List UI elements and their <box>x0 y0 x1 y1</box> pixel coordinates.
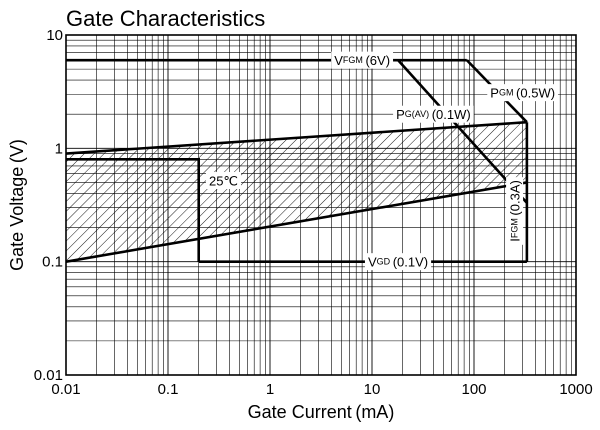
series-line-7 <box>66 158 201 262</box>
annotation-background <box>393 105 474 123</box>
annotations: VFGM (6V) PGM (0.5W) PG(AV) (0.1W) VGD (0.1… <box>205 51 559 271</box>
annotation-background <box>506 177 524 245</box>
x-tick-label: 0.1 <box>158 381 179 398</box>
series-group <box>66 58 529 263</box>
annotation-label: PG(AV) (0.1W) <box>396 107 471 122</box>
annotation-4: IFGM (0.3A) <box>506 177 524 245</box>
y-tick-label: 0.1 <box>42 254 63 271</box>
annotation-background <box>487 84 559 102</box>
annotation-background <box>331 51 394 69</box>
annotation-0: VFGM (6V) <box>331 51 394 69</box>
tick-labels: 0.01 0.1 1 10 100 1000 10 1 0.1 0.01 <box>34 27 593 398</box>
annotation-background <box>364 253 432 271</box>
y-axis-label: Gate Voltage (V) <box>7 139 27 271</box>
hatched-gate-trigger-region <box>66 122 527 262</box>
series-line-5 <box>66 120 527 155</box>
x-axis-label: Gate Current (mA) <box>248 402 395 422</box>
x-tick-label: 10 <box>364 381 381 398</box>
y-tick-label: 10 <box>46 27 63 44</box>
x-tick-label: 1 <box>266 381 274 398</box>
annotation-label: VFGM (6V) <box>334 53 390 68</box>
annotation-label: PGM (0.5W) <box>490 85 555 100</box>
series-line-6 <box>66 181 528 263</box>
annotation-label: IFGM (0.3A) <box>507 180 522 242</box>
annotation-3: VGD (0.1V) <box>364 253 432 271</box>
annotation-2: PG(AV) (0.1W) <box>393 105 474 123</box>
y-tick-label: 1 <box>55 140 63 157</box>
annotation-1: PGM (0.5W) <box>487 84 559 102</box>
series-line-2 <box>397 59 528 204</box>
x-tick-label: 100 <box>461 381 486 398</box>
annotation-5: 25℃ <box>205 172 242 190</box>
chart-title: Gate Characteristics <box>66 6 265 31</box>
annotation-background <box>205 172 242 190</box>
annotation-label: VGD (0.1V) <box>368 254 428 269</box>
x-tick-label: 1000 <box>559 381 592 398</box>
annotation-label: 25℃ <box>209 173 238 188</box>
x-tick-label: 0.01 <box>51 381 80 398</box>
y-tick-label: 0.01 <box>34 367 63 384</box>
plot-frame <box>65 34 577 376</box>
